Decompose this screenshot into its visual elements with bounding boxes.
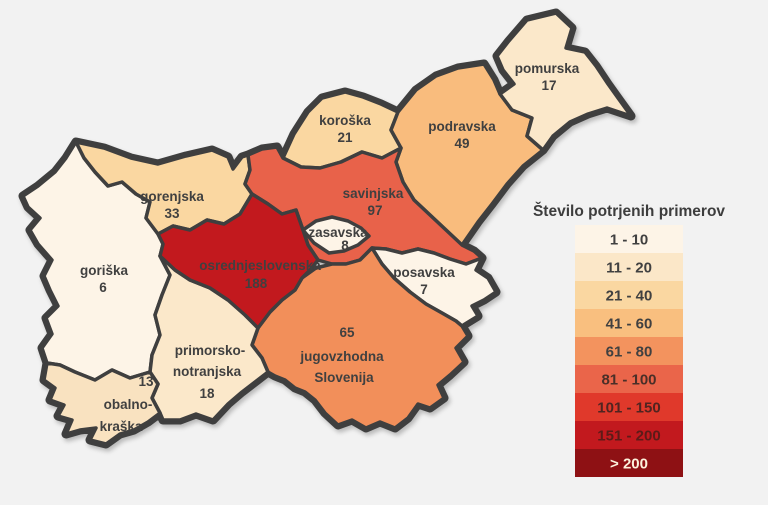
- region-value-gorenjska: 33: [164, 206, 180, 221]
- legend-swatch-81-100: [575, 365, 683, 393]
- region-value-osrednjeslovenska: 188: [245, 276, 268, 291]
- legend-label-101-150: 101 - 150: [597, 400, 660, 417]
- region-label-savinjska: savinjska: [343, 186, 404, 201]
- legend: Število potrjenih primerov 1 - 10 11 - 2…: [533, 202, 725, 477]
- region-obalno-kraska: [42, 361, 162, 446]
- region-label-podravska: podravska: [428, 119, 496, 134]
- legend-label-21-40: 21 - 40: [606, 288, 653, 305]
- legend-label-151-200: 151 - 200: [597, 428, 660, 445]
- region-label-primorsko-line1: primorsko-: [175, 343, 246, 358]
- region-label-primorsko-line2: notranjska: [173, 364, 242, 379]
- region-label-zasavska: zasavska: [308, 225, 368, 240]
- region-label-gorenjska: gorenjska: [140, 189, 204, 204]
- region-label-obalno-line1: obalno-: [104, 397, 153, 412]
- legend-swatch-21-40: [575, 281, 683, 309]
- legend-label-61-80: 61 - 80: [606, 344, 653, 361]
- region-labels: pomurska 17 podravska 49 koroška 21 savi…: [80, 61, 580, 434]
- legend-title: Število potrjenih primerov: [533, 202, 725, 220]
- region-value-obalno: 13: [138, 374, 154, 389]
- region-value-koroska: 21: [337, 130, 353, 145]
- legend-label-81-100: 81 - 100: [601, 372, 656, 389]
- legend-label-1-10: 1 - 10: [610, 232, 648, 249]
- slovenia-map: [18, 8, 636, 449]
- region-label-posavska: posavska: [393, 265, 455, 280]
- region-label-jugovzhodna-line1: jugovzhodna: [299, 349, 384, 364]
- region-label-obalno-line2: kraška: [100, 419, 143, 434]
- legend-swatch-11-20: [575, 253, 683, 281]
- region-value-zasavska: 8: [341, 238, 349, 253]
- legend-swatch-over-200: [575, 449, 683, 477]
- region-label-goriska: goriška: [80, 263, 129, 278]
- legend-label-over-200: > 200: [610, 456, 648, 473]
- region-value-primorsko: 18: [199, 386, 215, 401]
- legend-swatch-1-10: [575, 225, 683, 253]
- legend-swatch-151-200: [575, 421, 683, 449]
- region-value-posavska: 7: [420, 282, 428, 297]
- region-label-koroska: koroška: [319, 113, 371, 128]
- legend-label-41-60: 41 - 60: [606, 316, 653, 333]
- region-value-jugovzhodna: 65: [339, 325, 355, 340]
- region-label-jugovzhodna-line2: Slovenija: [314, 370, 374, 385]
- region-zasavska: [301, 215, 371, 255]
- region-pomurska: [495, 11, 633, 152]
- legend-swatch-41-60: [575, 309, 683, 337]
- region-label-osrednjeslovenska: osrednjeslovenska: [199, 258, 321, 273]
- region-osrednjeslovenska: [156, 192, 320, 330]
- region-value-pomurska: 17: [541, 78, 556, 93]
- legend-swatch-61-80: [575, 337, 683, 365]
- legend-swatch-101-150: [575, 393, 683, 421]
- region-value-savinjska: 97: [367, 203, 382, 218]
- region-value-podravska: 49: [454, 136, 469, 151]
- region-label-pomurska: pomurska: [515, 61, 580, 76]
- legend-label-11-20: 11 - 20: [606, 260, 652, 277]
- region-value-goriska: 6: [99, 280, 107, 295]
